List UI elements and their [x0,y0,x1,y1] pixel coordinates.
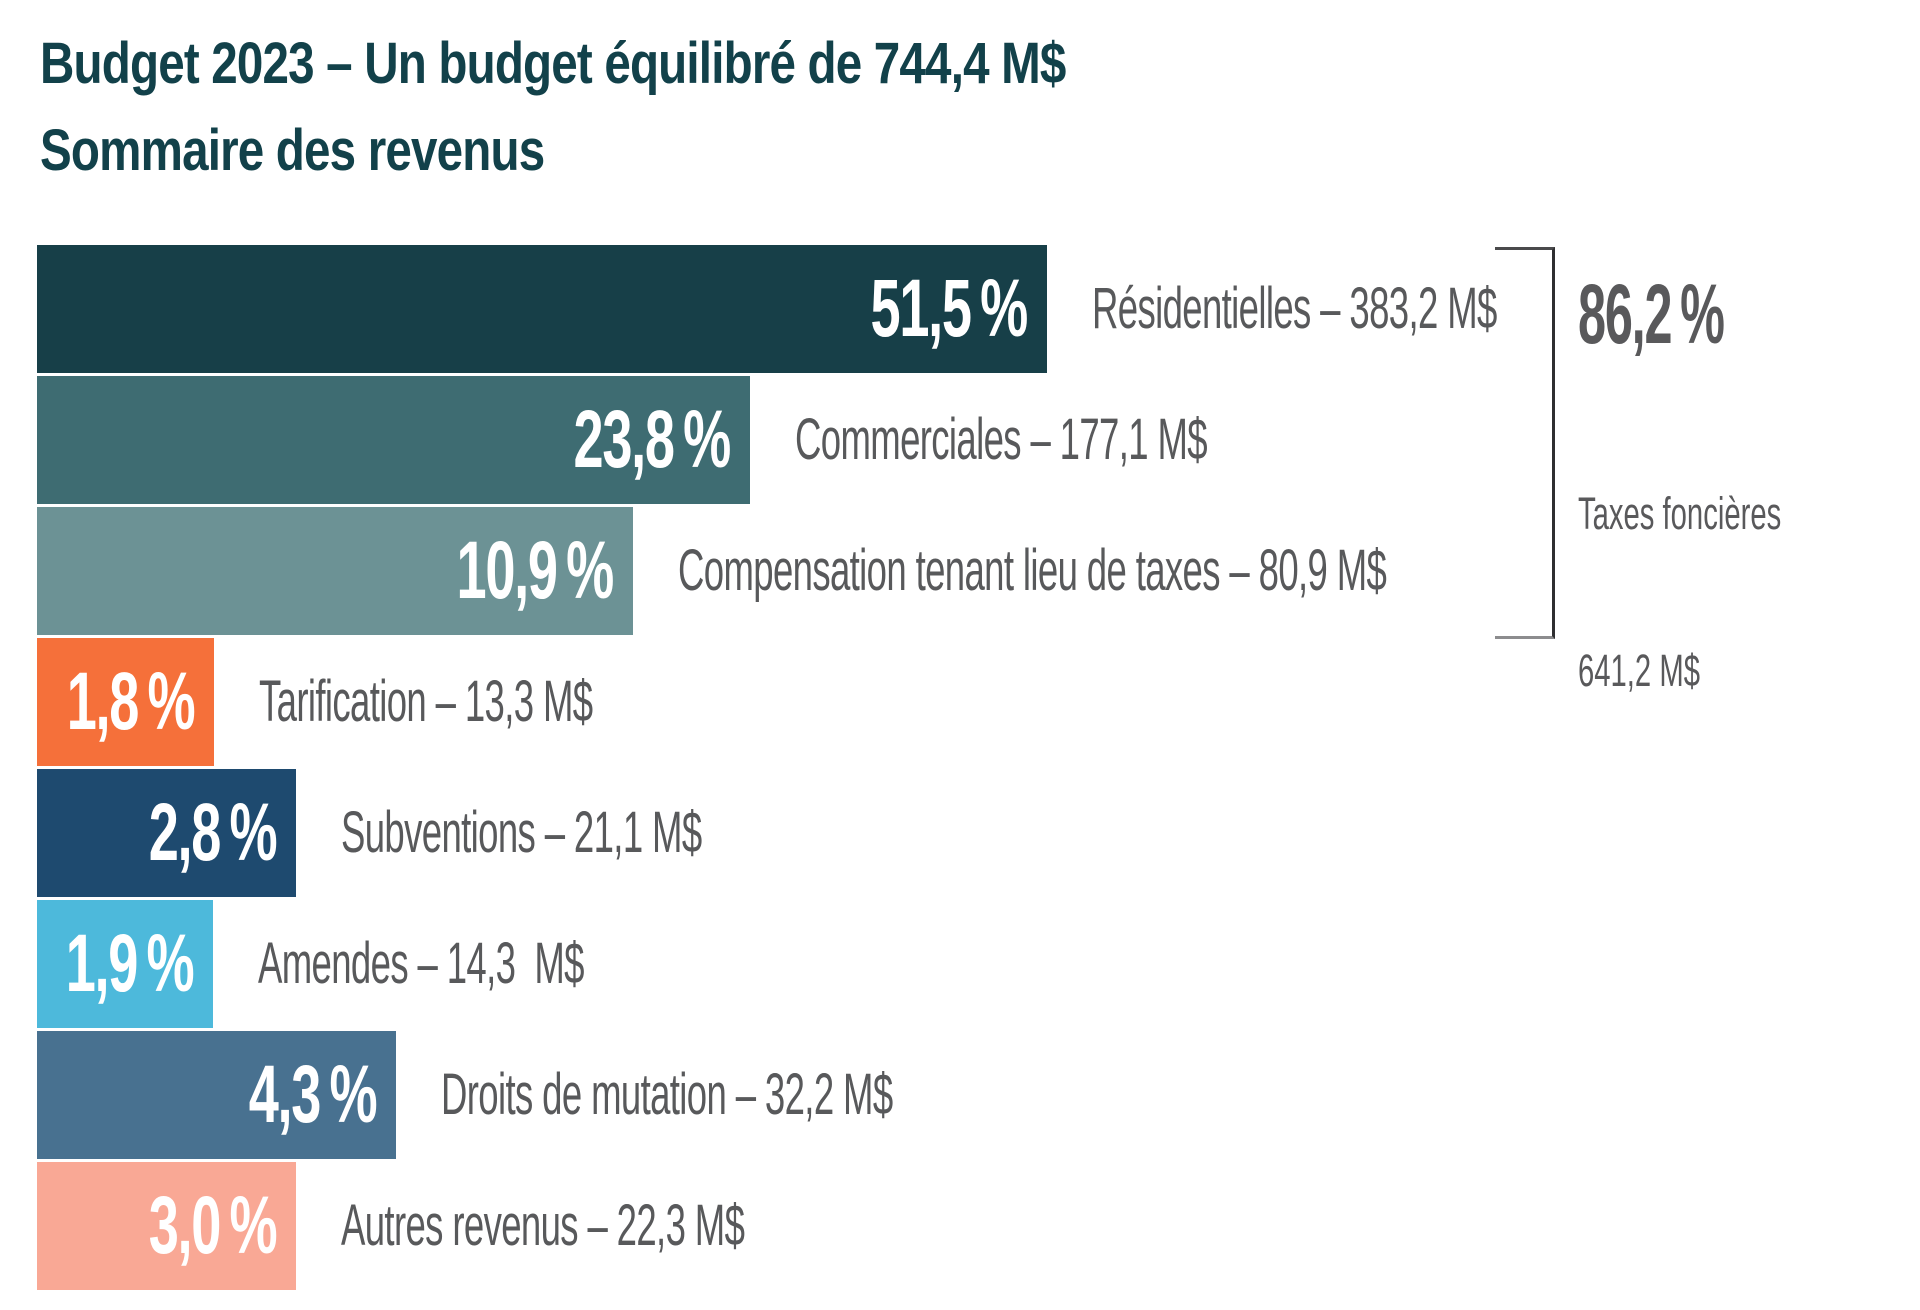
percent-label: 2,8 % [148,787,277,878]
bar-autres-revenus: 3,0 % [37,1162,296,1290]
bar-row-tarification: 1,8 % Tarification – 13,3 M$ [37,638,1897,766]
category-label: Droits de mutation – 32,2 M$ [441,1062,893,1127]
bar-row-subventions: 2,8 % Subventions – 21,1 M$ [37,769,1897,897]
category-label: Commerciales – 177,1 M$ [795,407,1208,472]
percent-label: 10,9 % [456,525,615,616]
bracket-label-name: Taxes foncières [1578,488,1782,540]
category-label: Amendes – 14,3 M$ [258,931,584,996]
percent-label: 4,3 % [248,1049,377,1140]
percent-label: 1,8 % [66,656,195,747]
percent-label: 51,5 % [870,263,1029,354]
taxes-foncieres-bracket [1495,247,1555,639]
bar-row-compensation: 10,9 % Compensation tenant lieu de taxes… [37,507,1897,635]
bracket-percent: 86,2 % [1578,267,1725,361]
bar-residentielles: 51,5 % [37,245,1047,373]
bar-row-amendes: 1,9 % Amendes – 14,3 M$ [37,900,1897,1028]
percent-label: 3,0 % [148,1180,277,1271]
revenue-bar-chart: 51,5 % Résidentielles – 383,2 M$ 23,8 % … [37,245,1897,1293]
bar-compensation: 10,9 % [37,507,633,635]
bar-row-autres-revenus: 3,0 % Autres revenus – 22,3 M$ [37,1162,1897,1290]
category-label: Tarification – 13,3 M$ [259,669,593,734]
bar-subventions: 2,8 % [37,769,296,897]
bar-row-residentielles: 51,5 % Résidentielles – 383,2 M$ [37,245,1897,373]
bar-tarification: 1,8 % [37,638,214,766]
category-label: Résidentielles – 383,2 M$ [1092,276,1497,341]
bar-row-droits-mutation: 4,3 % Droits de mutation – 32,2 M$ [37,1031,1897,1159]
page-title: Budget 2023 – Un budget équilibré de 744… [40,20,1066,194]
percent-label: 23,8 % [573,394,732,485]
page-title-line2: Sommaire des revenus [40,118,545,183]
taxes-foncieres-summary: 86,2 % Taxes foncières 641,2 M$ [1578,272,1891,802]
bar-row-commerciales: 23,8 % Commerciales – 177,1 M$ [37,376,1897,504]
category-label: Compensation tenant lieu de taxes – 80,9… [678,538,1387,603]
bracket-label-amount: 641,2 M$ [1578,644,1700,696]
percent-label: 1,9 % [65,918,194,1009]
bracket-label: Taxes foncières 641,2 M$ [1578,384,1781,802]
bar-commerciales: 23,8 % [37,376,750,504]
page-title-line1: Budget 2023 – Un budget équilibré de 744… [40,31,1066,96]
category-label: Subventions – 21,1 M$ [341,800,702,865]
bar-amendes: 1,9 % [37,900,213,1028]
bar-droits-mutation: 4,3 % [37,1031,396,1159]
category-label: Autres revenus – 22,3 M$ [341,1193,745,1258]
